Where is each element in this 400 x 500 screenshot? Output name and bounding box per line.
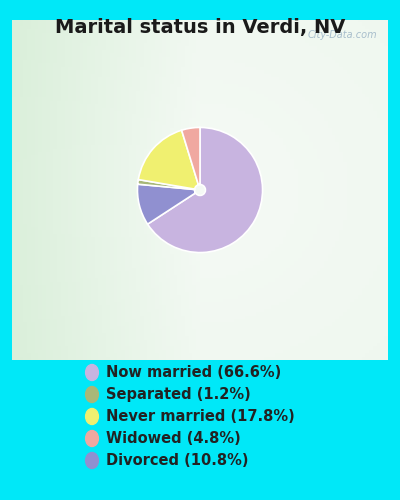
Wedge shape [138,184,196,224]
Wedge shape [182,128,200,185]
Text: Marital status in Verdi, NV: Marital status in Verdi, NV [55,18,345,36]
Text: Never married (17.8%): Never married (17.8%) [106,409,295,424]
Wedge shape [138,130,198,189]
Text: Widowed (4.8%): Widowed (4.8%) [106,431,241,446]
Wedge shape [138,180,195,190]
Text: Separated (1.2%): Separated (1.2%) [106,387,251,402]
Text: City-Data.com: City-Data.com [307,30,377,40]
Wedge shape [148,128,262,252]
Text: Now married (66.6%): Now married (66.6%) [106,365,281,380]
Text: Divorced (10.8%): Divorced (10.8%) [106,453,248,468]
